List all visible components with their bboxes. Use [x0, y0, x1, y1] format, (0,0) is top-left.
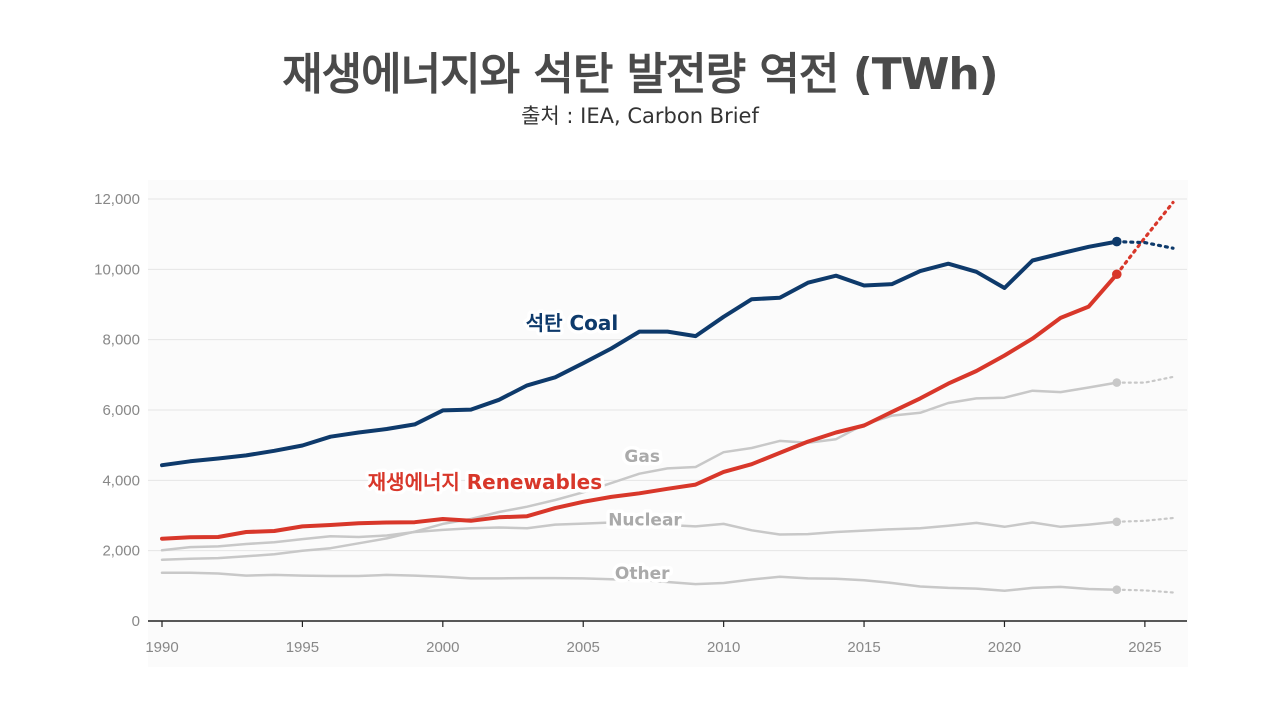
- x-tick-label-2020: 2020: [988, 639, 1021, 656]
- plot-background: [148, 180, 1188, 667]
- series-line-coal: [160, 239, 1119, 468]
- endpoint-dot-other: [1112, 585, 1122, 595]
- projection-line-coal: [1115, 240, 1175, 250]
- series-label-gas: Gas: [624, 447, 660, 467]
- series-line-gas: [160, 381, 1119, 562]
- y-tick-label-8000: 8,000: [102, 332, 140, 349]
- x-tick-label-2025: 2025: [1128, 639, 1161, 656]
- series-label-nuclear: Nuclear: [608, 510, 682, 530]
- grid-lines: [148, 198, 1187, 552]
- x-tick-label-2000: 2000: [426, 639, 459, 656]
- projection-line-nuclear: [1115, 516, 1175, 523]
- y-tick-label-2000: 2,000: [102, 543, 140, 560]
- series-labels: 석탄 Coal 재생에너지 Renewables Gas Nuclear Other: [364, 307, 686, 587]
- endpoint-dot-coal: [1111, 236, 1122, 247]
- endpoint-dot-nuclear: [1112, 517, 1122, 527]
- series-line-nuclear: [160, 520, 1119, 552]
- series-label-coal: 석탄 Coal: [526, 311, 619, 335]
- series-label-renewables: 재생에너지 Renewables: [368, 470, 602, 494]
- y-tick-label-0: 0: [132, 613, 140, 630]
- axes: 0 2,000 4,000 6,000 8,000 10,000 12,000 1990 199…: [94, 191, 1187, 656]
- x-tick-label-1995: 1995: [286, 639, 319, 656]
- series-line-renewables: [160, 272, 1119, 541]
- x-tick-label-2005: 2005: [567, 639, 600, 656]
- endpoint-dot-gas: [1112, 378, 1122, 387]
- series-line-other: [160, 571, 1119, 593]
- series-label-other: Other: [615, 564, 670, 584]
- chart-source: 출처 : IEA, Carbon Brief: [521, 104, 759, 128]
- y-tick-label-6000: 6,000: [102, 402, 140, 419]
- x-tick-label-1990: 1990: [145, 639, 178, 656]
- x-tick-label-2015: 2015: [847, 639, 880, 656]
- y-tick-label-4000: 4,000: [102, 472, 140, 489]
- y-tick-label-12000: 12,000: [94, 191, 140, 208]
- y-tick-label-10000: 10,000: [94, 261, 140, 278]
- x-tick-label-2010: 2010: [707, 639, 740, 656]
- projection-line-renewables: [1115, 200, 1175, 276]
- series: [160, 200, 1175, 595]
- projection-line-gas: [1115, 375, 1175, 384]
- chart-title: 재생에너지와 석탄 발전량 역전 (TWh): [282, 49, 999, 100]
- endpoint-dot-renewables: [1111, 269, 1122, 280]
